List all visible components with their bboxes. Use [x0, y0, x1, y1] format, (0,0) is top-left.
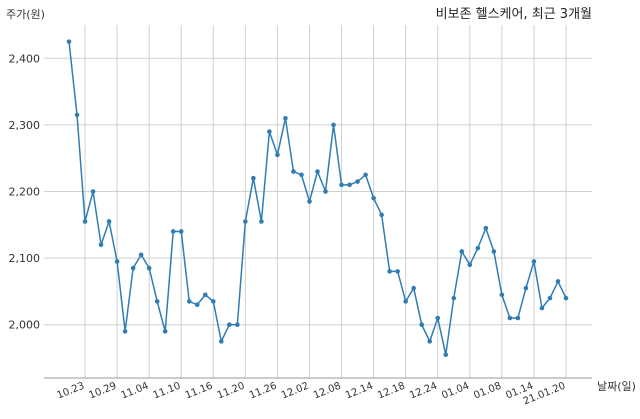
- data-point: [235, 322, 240, 328]
- data-point: [339, 182, 344, 188]
- data-point: [411, 285, 416, 291]
- data-point: [443, 352, 449, 357]
- x-tick-label: 11.26: [248, 381, 279, 402]
- data-point: [98, 242, 104, 248]
- y-tick-label: 2,100: [9, 252, 41, 265]
- x-tick-label: 12.14: [344, 381, 375, 402]
- data-point: [106, 219, 112, 224]
- data-point: [467, 262, 473, 268]
- x-tick-label: 12.18: [376, 381, 407, 402]
- x-tick-label: 11.16: [184, 381, 215, 402]
- data-point: [387, 269, 392, 274]
- data-point: [523, 285, 529, 291]
- data-point: [114, 259, 120, 264]
- data-point: [74, 112, 80, 118]
- data-point: [363, 172, 368, 178]
- data-point: [395, 269, 400, 274]
- y-ticks: 2,000 2,100 2,200 2,300 2,400: [9, 52, 41, 331]
- data-point: [475, 245, 481, 251]
- y-tick-label: 2,400: [9, 52, 41, 65]
- data-point: [307, 199, 312, 204]
- data-point: [162, 329, 168, 334]
- chart-title: 비보존 헬스케어, 최근 3개월: [436, 7, 592, 22]
- data-point: [419, 322, 425, 328]
- x-ticks: 10.23 10.29 11.04 11.10 11.16 11.20 11.26 12.02…: [55, 381, 567, 408]
- data-point: [531, 259, 537, 264]
- x-tick-label: 11.10: [152, 381, 183, 402]
- data-points: [66, 39, 569, 357]
- data-point: [138, 252, 144, 258]
- data-point: [355, 179, 360, 184]
- data-point: [210, 299, 216, 304]
- data-point: [170, 229, 176, 234]
- data-point: [491, 249, 497, 254]
- data-point: [555, 279, 561, 284]
- data-point: [275, 152, 280, 158]
- x-tick-label: 10.23: [55, 381, 86, 402]
- series-line: [68, 41, 567, 355]
- data-point: [347, 182, 352, 188]
- data-point: [267, 129, 272, 134]
- x-tick-label: 12.02: [280, 381, 311, 402]
- data-point: [130, 265, 136, 271]
- data-point: [451, 295, 457, 301]
- x-tick-label: 12.08: [312, 381, 343, 402]
- data-point: [563, 295, 569, 301]
- data-point: [178, 229, 184, 234]
- data-point: [547, 295, 553, 301]
- data-point: [299, 172, 304, 178]
- y-axis-label: 주가(원): [6, 8, 45, 21]
- data-point: [539, 305, 545, 311]
- data-point: [323, 189, 328, 194]
- data-point: [483, 225, 489, 231]
- data-point: [507, 315, 513, 321]
- x-axis-label: 날짜(일): [597, 379, 636, 393]
- x-tick-label: 12.24: [408, 381, 439, 402]
- data-point: [371, 195, 376, 201]
- data-point: [227, 322, 232, 328]
- data-point: [82, 219, 88, 224]
- x-tick-label: 11.04: [120, 381, 151, 402]
- y-tick-label: 2,200: [9, 186, 41, 199]
- x-tick-label: 01.08: [472, 381, 503, 402]
- data-point: [251, 175, 256, 181]
- data-point: [66, 39, 72, 44]
- data-point: [291, 169, 296, 174]
- data-point: [331, 122, 336, 128]
- data-point: [194, 302, 200, 308]
- x-tick-label: 10.29: [88, 381, 119, 402]
- data-point: [202, 292, 208, 298]
- x-tick-label: 11.20: [216, 381, 247, 402]
- x-tick-label: 01.04: [440, 381, 471, 402]
- data-point: [379, 212, 384, 218]
- data-point: [435, 315, 441, 321]
- data-point: [259, 219, 264, 224]
- data-point: [283, 115, 288, 121]
- data-point: [243, 219, 248, 224]
- data-point: [154, 299, 160, 304]
- data-point: [90, 189, 96, 194]
- data-point: [219, 339, 224, 344]
- data-point: [459, 249, 465, 254]
- data-point: [315, 169, 320, 174]
- data-point: [499, 292, 505, 298]
- data-point: [427, 339, 433, 344]
- data-point: [186, 299, 192, 304]
- y-tick-label: 2,000: [9, 319, 41, 332]
- y-tick-label: 2,300: [9, 119, 41, 132]
- data-point: [146, 265, 152, 271]
- data-point: [122, 329, 128, 334]
- data-point: [515, 315, 521, 321]
- data-point: [403, 299, 408, 304]
